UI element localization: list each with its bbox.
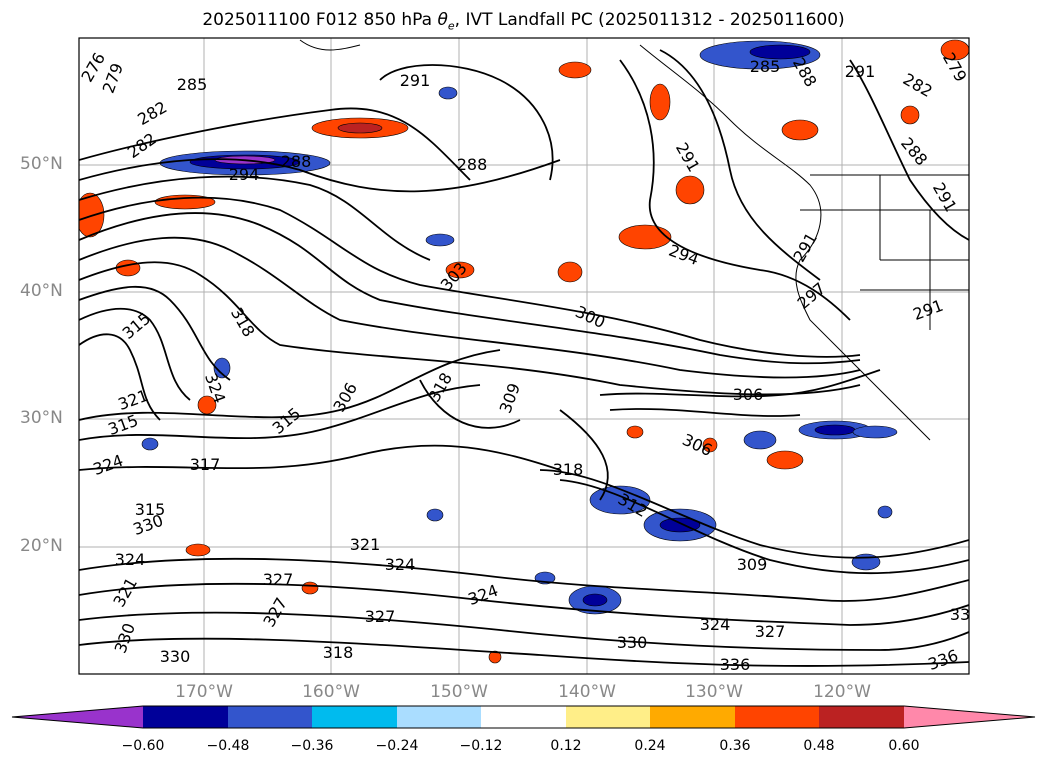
- contour-label: 327: [365, 607, 396, 626]
- colorbar-tick-label: −0.12: [459, 738, 503, 754]
- contour-label: 285: [750, 57, 781, 76]
- coastlines: [299, 39, 969, 441]
- lat-label-20n: 20°N: [20, 536, 63, 556]
- contour-label: 330: [160, 647, 191, 666]
- colorbar-tick-label: −0.60: [121, 738, 165, 754]
- colorbar-segment: [650, 706, 735, 728]
- contour-label: 324: [385, 555, 416, 574]
- lon-label-150w: 150°W: [430, 682, 488, 702]
- contour-label: 318: [553, 460, 584, 479]
- lat-label-40n: 40°N: [20, 281, 63, 301]
- lon-label-140w: 140°W: [558, 682, 616, 702]
- colorbar-segment: [819, 706, 904, 728]
- colorbar-tick-label: 0.12: [550, 738, 582, 754]
- colorbar-segment: [481, 706, 566, 728]
- chart-title: 2025011100 F012 850 hPa θe, IVT Landfall…: [202, 10, 845, 33]
- lon-label-170w: 170°W: [175, 682, 233, 702]
- colorbar-tick-label: 0.60: [888, 738, 920, 754]
- colorbar-segment: [312, 706, 397, 728]
- contour-label: 318: [323, 643, 354, 662]
- colorbar-segment: [566, 706, 650, 728]
- lat-label-50n: 50°N: [20, 154, 63, 174]
- theta-e-contours: [79, 49, 969, 667]
- colorbar-extend-min: [12, 706, 143, 728]
- contour-label: 315: [135, 500, 166, 519]
- contour-label: 285: [177, 75, 208, 94]
- colorbar-tick-label: 0.48: [803, 738, 835, 754]
- contour-label: 291: [845, 62, 876, 81]
- colorbar-segment: [228, 706, 312, 728]
- lat-label-30n: 30°N: [20, 408, 63, 428]
- colorbar-tick-label: 0.24: [634, 738, 666, 754]
- contour-label: 330: [617, 633, 648, 652]
- lon-label-160w: 160°W: [302, 682, 360, 702]
- contour-label: 336: [720, 655, 751, 674]
- shaded-anomalies: [79, 39, 969, 664]
- map-frame: [78, 37, 970, 675]
- colorbar-tick-label: −0.48: [206, 738, 250, 754]
- contour-label: 327: [755, 622, 786, 641]
- contour-label: 317: [190, 455, 221, 474]
- contour-label: 321: [350, 535, 381, 554]
- colorbar-segment: [397, 706, 481, 728]
- colorbar-extend-max: [904, 706, 1035, 728]
- contour-label: 291: [400, 71, 431, 90]
- contour-label: 294: [229, 165, 260, 184]
- colorbar-tick-label: −0.24: [375, 738, 419, 754]
- contour-label: 288: [281, 152, 312, 171]
- contour-label: 309: [737, 555, 768, 574]
- contour-label: 327: [263, 570, 294, 589]
- colorbar: [11, 705, 1036, 729]
- contour-label: 324: [115, 550, 146, 569]
- contour-label: 288: [457, 155, 488, 174]
- contour-label: 324: [700, 615, 731, 634]
- colorbar-outline: [11, 705, 1036, 729]
- lon-label-120w: 120°W: [813, 682, 871, 702]
- colorbar-segment: [143, 706, 228, 728]
- colorbar-segment: [735, 706, 819, 728]
- lon-label-130w: 130°W: [685, 682, 743, 702]
- contour-label: 306: [733, 385, 764, 404]
- colorbar-tick-label: 0.36: [719, 738, 751, 754]
- colorbar-tick-label: −0.36: [290, 738, 334, 754]
- contour-label: 33: [950, 605, 970, 624]
